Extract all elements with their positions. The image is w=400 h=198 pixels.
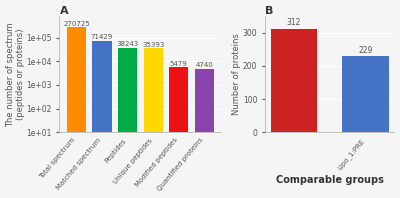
Text: A: A [60,6,68,16]
Y-axis label: Number of proteins: Number of proteins [232,33,241,115]
Bar [92,41,112,198]
Text: 38243: 38243 [116,41,139,47]
X-axis label: Comparable groups: Comparable groups [276,175,384,185]
Text: 71429: 71429 [91,34,113,40]
Bar [67,28,86,198]
Text: 35393: 35393 [142,42,164,48]
Bar [271,29,317,132]
Bar [118,48,137,198]
Text: B: B [265,6,273,16]
Y-axis label: The number of spectrum
(peptides or proteins): The number of spectrum (peptides or prot… [6,22,25,127]
Text: 5479: 5479 [170,61,188,67]
Text: 270725: 270725 [63,21,90,27]
Text: 312: 312 [287,18,301,27]
Text: 4740: 4740 [196,62,213,68]
Text: 229: 229 [358,46,372,55]
Bar [169,68,188,198]
Bar [144,48,163,198]
Bar [195,69,214,198]
Bar [342,56,388,132]
